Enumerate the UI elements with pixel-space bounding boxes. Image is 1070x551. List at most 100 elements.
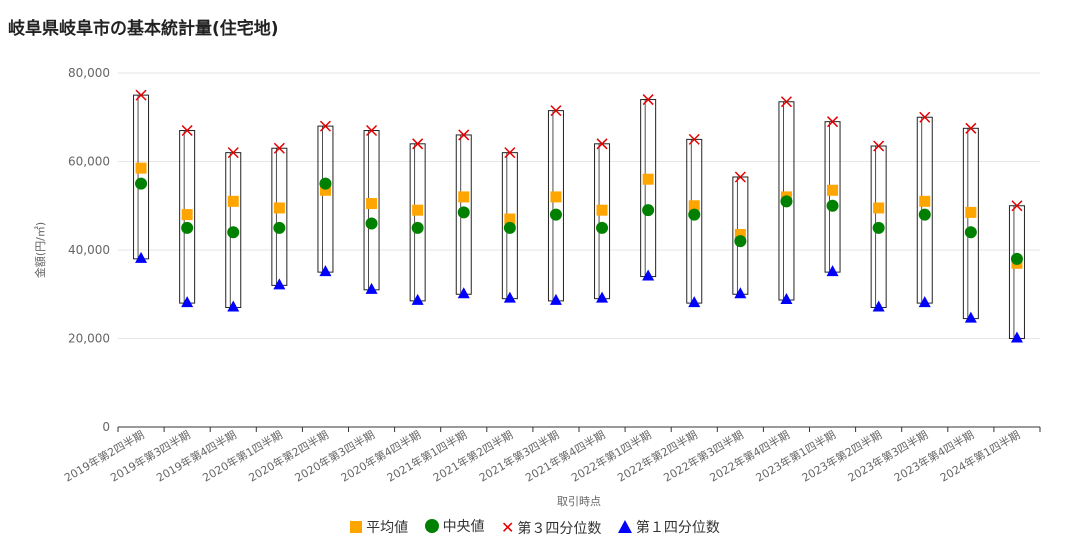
marker-group xyxy=(135,89,1023,343)
q1-triangle-marker xyxy=(872,300,885,312)
y-tick-label: 60,000 xyxy=(68,155,110,169)
chart-title: 岐阜県岐阜市の基本統計量(住宅地) xyxy=(8,19,279,39)
median-circle-marker xyxy=(734,235,747,248)
q3-cross-marker xyxy=(827,116,839,128)
box xyxy=(1008,205,1025,339)
q1-triangle-marker xyxy=(1010,331,1023,343)
x-tick-label: 2021年第2四半期 xyxy=(430,427,515,484)
q1-triangle-marker xyxy=(503,291,516,303)
box xyxy=(271,147,288,286)
median-circle-marker xyxy=(365,217,378,230)
x-axis: 2019年第2四半期2019年第3四半期2019年第4四半期2020年第1四半期… xyxy=(62,426,1041,485)
legend-label-q3: 第３四分位数 xyxy=(517,521,602,537)
median-circle-marker xyxy=(135,177,148,190)
x-tick-label: 2020年第4四半期 xyxy=(338,427,423,484)
median-circle-marker xyxy=(319,177,332,190)
mean-square-marker xyxy=(319,184,331,196)
q1-triangle-marker xyxy=(457,287,470,299)
q1-triangle-marker xyxy=(642,269,655,281)
x-tick-label: 2021年第1四半期 xyxy=(384,427,469,484)
median-circle-marker xyxy=(1010,252,1023,265)
x-tick-label: 2019年第3四半期 xyxy=(108,427,193,484)
legend-item-q3[interactable]: ✕ 第３四分位数 xyxy=(501,518,601,538)
x-tick-label: 2024年第1四半期 xyxy=(938,427,1023,484)
q1-triangle-marker xyxy=(826,265,839,277)
q3-cross-marker xyxy=(319,120,331,132)
mean-square-marker xyxy=(458,191,470,203)
q1-triangle-marker xyxy=(181,296,194,308)
x-tick-label: 2019年第2四半期 xyxy=(62,427,147,484)
box xyxy=(547,110,564,302)
q3-cross-marker xyxy=(1011,200,1023,212)
box xyxy=(962,127,979,320)
median-circle-marker xyxy=(780,195,793,208)
q1-triangle-marker xyxy=(319,265,332,277)
median-circle-marker xyxy=(411,221,424,234)
mean-square-marker xyxy=(273,202,285,214)
mean-square-marker xyxy=(642,173,654,185)
y-tick-label: 0 xyxy=(102,420,110,434)
median-circle-marker xyxy=(273,221,286,234)
cross-marker-icon: ✕ xyxy=(501,518,515,537)
mean-square-marker xyxy=(227,195,239,207)
median-circle-marker xyxy=(872,221,885,234)
median-circle-marker xyxy=(964,226,977,239)
q1-triangle-marker xyxy=(964,311,977,323)
q1-triangle-marker xyxy=(227,300,240,312)
legend: 平均値 中央値 ✕ 第３四分位数 第１四分位数 xyxy=(0,516,1070,538)
q3-cross-marker xyxy=(780,96,792,108)
q3-cross-marker xyxy=(919,111,931,123)
q1-triangle-marker xyxy=(918,296,931,308)
q1-triangle-marker xyxy=(549,293,562,305)
x-tick-label: 2023年第1四半期 xyxy=(753,427,838,484)
mean-square-marker xyxy=(550,191,562,203)
mean-square-marker xyxy=(181,209,193,221)
x-tick-label: 2021年第3四半期 xyxy=(477,427,562,484)
circle-marker-icon xyxy=(424,519,439,533)
mean-square-marker xyxy=(135,162,147,174)
mean-square-marker xyxy=(366,198,378,210)
q3-cross-marker xyxy=(596,138,608,150)
grid-lines xyxy=(118,72,1040,339)
q1-triangle-marker xyxy=(688,296,701,308)
x-tick-label: 2019年第4四半期 xyxy=(154,427,239,484)
q3-cross-marker xyxy=(366,124,378,137)
x-axis-label: 取引時点 xyxy=(557,494,601,508)
mean-square-marker xyxy=(688,200,700,212)
median-circle-marker xyxy=(503,221,516,234)
q3-cross-marker xyxy=(965,122,977,134)
median-circle-marker xyxy=(642,204,655,217)
y-tick-label: 40,000 xyxy=(68,243,110,257)
legend-item-median[interactable]: 中央値 xyxy=(424,516,485,536)
mean-square-marker xyxy=(596,204,608,216)
legend-item-mean[interactable]: 平均値 xyxy=(350,517,408,537)
box xyxy=(133,94,150,260)
q1-triangle-marker xyxy=(734,287,747,299)
x-tick-label: 2023年第2四半期 xyxy=(799,427,884,484)
q1-triangle-marker xyxy=(780,293,793,305)
triangle-marker-icon xyxy=(617,520,632,533)
y-tick-label: 80,000 xyxy=(68,66,110,80)
box xyxy=(363,130,380,291)
q3-cross-marker xyxy=(734,171,746,183)
y-axis-ticks: 0 20,000 40,000 60,000 80,000 xyxy=(68,66,110,434)
legend-label-mean: 平均値 xyxy=(366,520,409,536)
y-axis-label: 金額(円/㎡) xyxy=(33,222,47,278)
mean-square-marker xyxy=(504,213,516,225)
mean-square-marker xyxy=(873,202,885,214)
q1-triangle-marker xyxy=(411,293,424,305)
x-tick-label: 2020年第2四半期 xyxy=(246,427,331,484)
x-tick-label: 2022年第2四半期 xyxy=(615,427,700,484)
q3-cross-marker xyxy=(227,147,239,159)
legend-item-q1[interactable]: 第１四分位数 xyxy=(617,517,720,537)
box xyxy=(686,138,703,304)
mean-square-marker xyxy=(734,229,746,241)
mean-square-marker xyxy=(919,195,931,207)
q1-triangle-marker xyxy=(365,282,378,294)
q1-triangle-marker xyxy=(596,291,609,303)
q3-cross-marker xyxy=(135,89,147,101)
q3-cross-marker xyxy=(688,133,700,145)
q3-cross-marker xyxy=(273,142,285,154)
median-circle-marker xyxy=(181,221,194,234)
